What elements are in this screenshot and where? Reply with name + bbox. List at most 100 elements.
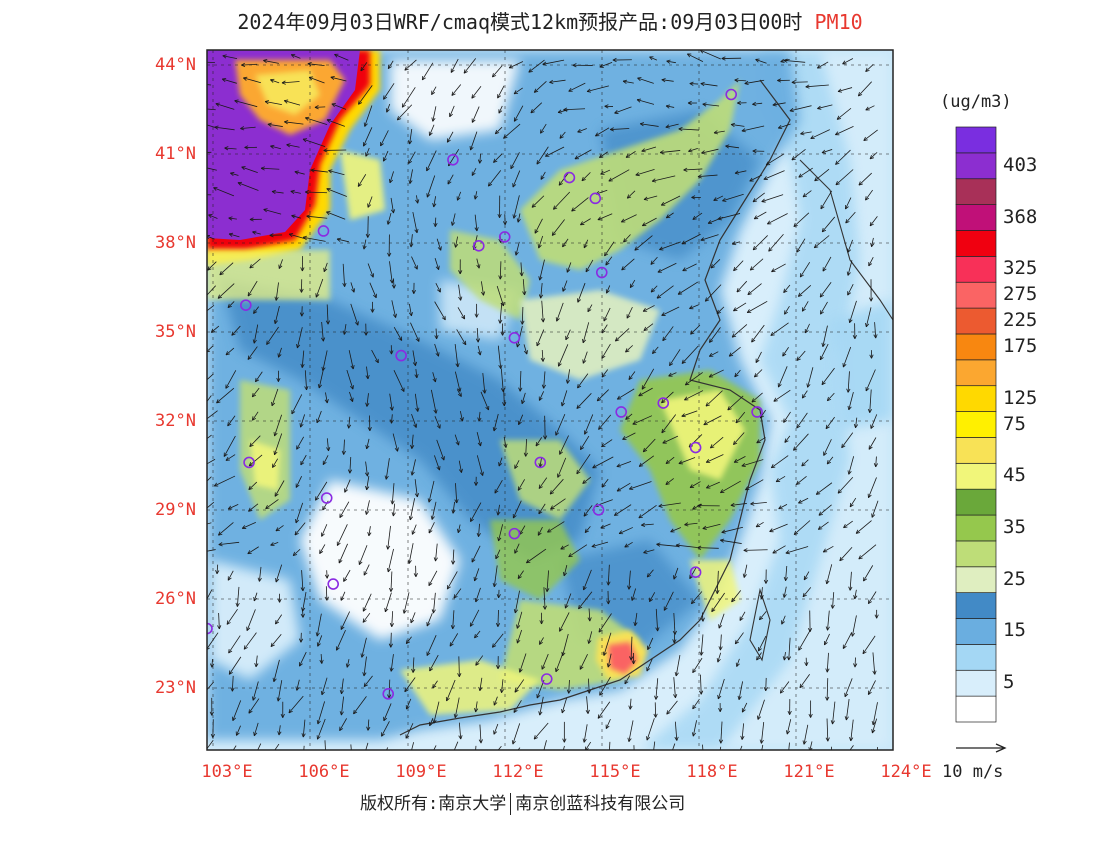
wind-arrow: [249, 217, 262, 222]
wind-arrow: [225, 454, 236, 461]
wind-arrow: [865, 64, 874, 73]
wind-arrow: [735, 411, 746, 424]
wind-arrow: [662, 326, 674, 342]
wind-arrow: [802, 724, 809, 745]
wind-arrow: [734, 170, 747, 175]
wind-arrow: [411, 282, 416, 294]
wind-arrow: [867, 680, 876, 695]
wind-arrow: [363, 564, 370, 576]
wind-arrow: [210, 659, 215, 668]
wind-arrow: [721, 526, 744, 534]
wind-arrow: [492, 65, 503, 78]
wind-arrow: [642, 438, 656, 453]
wind-arrow: [808, 700, 813, 718]
wind-arrow: [701, 148, 719, 155]
wind-arrow: [433, 745, 437, 750]
offshore-clean: [720, 50, 893, 750]
wind-arrow: [549, 79, 566, 85]
wind-arrow: [458, 259, 463, 275]
wind-arrow: [391, 278, 396, 289]
gansu-belt: [207, 250, 330, 300]
wind-arrow: [208, 214, 218, 219]
wind-arrow: [362, 593, 372, 612]
wind-arrow: [454, 371, 462, 392]
wind-arrow: [826, 392, 835, 402]
wind-arrow: [702, 102, 720, 107]
wind-arrow: [806, 367, 814, 388]
wind-arrow: [498, 261, 503, 280]
wind-arrow: [665, 456, 675, 465]
wind-arrow: [587, 608, 592, 622]
wind-arrow: [538, 477, 548, 489]
wind-arrow: [865, 189, 873, 201]
wind-arrow: [389, 345, 394, 355]
wind-arrow: [223, 435, 236, 457]
wind-arrow: [348, 350, 355, 370]
wind-arrow: [842, 346, 852, 368]
wind-arrow: [868, 257, 874, 267]
wind-arrow: [302, 138, 326, 148]
wind-arrow: [643, 549, 655, 554]
wind-arrow: [553, 191, 571, 210]
wind-arrow: [513, 105, 524, 122]
wind-arrow: [291, 214, 302, 219]
wind-arrow: [207, 304, 215, 312]
wind-arrow: [429, 717, 434, 727]
wind-arrow: [295, 502, 304, 524]
lat-label: 38°N: [155, 233, 196, 253]
wind-arrow: [543, 415, 548, 440]
wind-arrow: [665, 104, 675, 109]
wind-arrow: [704, 284, 722, 302]
wind-arrow: [382, 150, 389, 162]
wind-arrow: [563, 745, 565, 750]
wind-arrow: [393, 369, 405, 392]
wind-arrow: [386, 548, 394, 573]
wind-arrow: [666, 59, 676, 64]
lon-label: 121°E: [783, 762, 835, 782]
wind-arrow: [842, 632, 853, 649]
wind-arrow: [646, 658, 653, 672]
wind-arrow: [804, 323, 810, 334]
wind-arrow: [744, 79, 765, 86]
wind-arrow: [319, 544, 326, 554]
wind-arrow: [752, 148, 765, 154]
colorbar-label: 125: [1003, 386, 1038, 409]
wind-arrow: [290, 53, 301, 59]
henan-belt: [520, 290, 660, 380]
wind-arrow: [585, 259, 594, 273]
wind-arrow: [733, 260, 744, 272]
wind-arrow: [227, 301, 235, 309]
wind-arrow: [446, 571, 458, 590]
wind-arrow: [690, 591, 703, 605]
station-marker: [473, 240, 485, 252]
wind-arrow: [294, 522, 306, 536]
wind-arrow: [858, 172, 872, 186]
wind-arrow: [562, 721, 567, 743]
wind-arrow: [658, 502, 681, 508]
wind-arrow: [315, 278, 324, 298]
wind-arrow: [770, 322, 789, 336]
wind-arrow: [821, 149, 833, 154]
wind-arrow: [336, 237, 349, 243]
wind-arrow: [478, 724, 483, 744]
wind-arrow: [584, 526, 591, 534]
wind-arrow: [428, 522, 435, 534]
wind-arrow: [678, 457, 696, 465]
wind-arrow: [445, 679, 456, 702]
clean-region-guizhou: [300, 480, 460, 640]
wind-arrow: [643, 323, 654, 331]
wind-arrow: [213, 186, 235, 197]
wind-arrow: [405, 698, 412, 710]
wind-arrow: [756, 652, 762, 661]
colorbar-box: [955, 411, 997, 438]
wind-arrow: [608, 169, 630, 182]
wind-arrow: [390, 483, 395, 505]
wind-arrow: [497, 746, 502, 750]
wind-arrow: [641, 368, 655, 390]
wind-arrow: [647, 637, 654, 650]
wind-arrow: [560, 390, 568, 407]
wind-arrow: [432, 372, 437, 383]
wind-arrow: [802, 190, 812, 198]
wind-arrow: [495, 609, 501, 627]
wind-arrow: [514, 543, 520, 554]
